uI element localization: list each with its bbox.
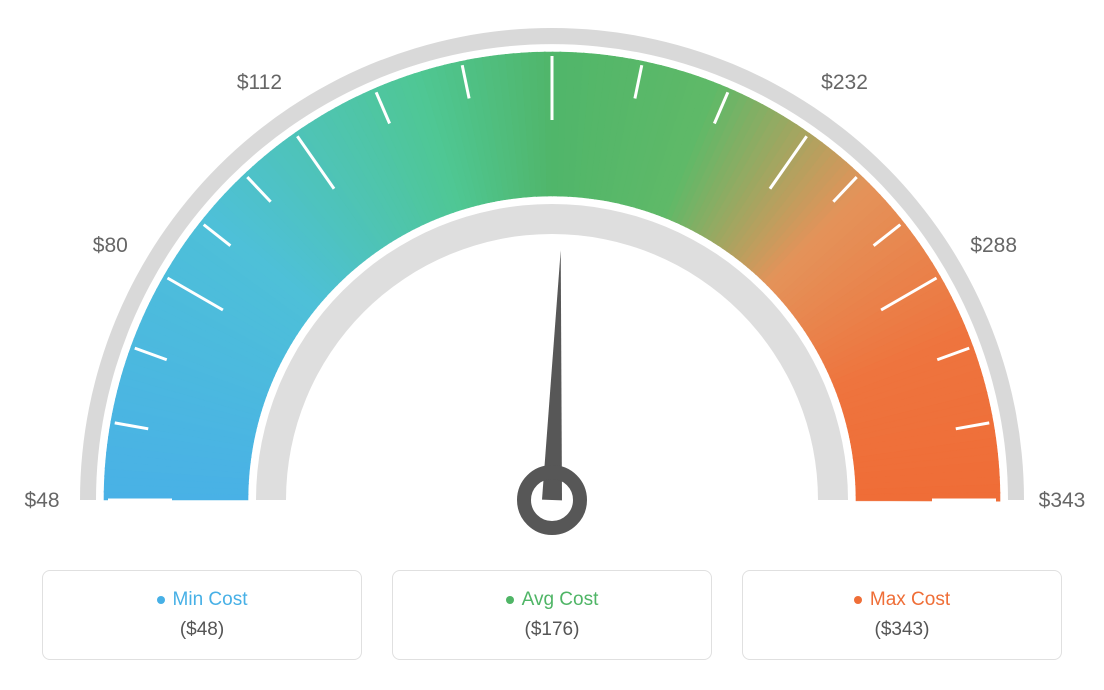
legend-title: Min Cost — [157, 589, 248, 611]
legend-card: Min Cost ($48) — [42, 570, 362, 660]
gauge-svg: $48 $80 $112 $176 $232 $288 $343 — [0, 0, 1104, 570]
gauge-tick-label: $112 — [237, 71, 282, 94]
legend-dot-icon — [506, 596, 514, 604]
legend-title: Max Cost — [854, 589, 950, 611]
gauge-tick-label: $288 — [970, 234, 1017, 257]
legend-row: Min Cost ($48) Avg Cost ($176) Max Cost ($343… — [0, 570, 1104, 660]
gauge-tick-label: $232 — [821, 71, 868, 94]
legend-card: Avg Cost ($176) — [392, 570, 712, 660]
legend-label: Min Cost — [173, 589, 248, 611]
legend-dot-icon — [854, 596, 862, 604]
gauge-needle — [542, 250, 562, 500]
gauge-tick-label: $176 — [529, 0, 576, 2]
legend-value: ($48) — [180, 619, 224, 641]
gauge-chart: $48 $80 $112 $176 $232 $288 $343 — [0, 0, 1104, 570]
gauge-tick-label: $48 — [24, 489, 59, 512]
legend-card: Max Cost ($343) — [742, 570, 1062, 660]
legend-dot-icon — [157, 596, 165, 604]
legend-label: Avg Cost — [522, 589, 599, 611]
legend-value: ($343) — [875, 619, 930, 641]
gauge-tick-label: $80 — [93, 234, 128, 257]
legend-title: Avg Cost — [506, 589, 599, 611]
legend-value: ($176) — [525, 619, 580, 641]
gauge-tick-label: $343 — [1039, 489, 1086, 512]
legend-label: Max Cost — [870, 589, 950, 611]
